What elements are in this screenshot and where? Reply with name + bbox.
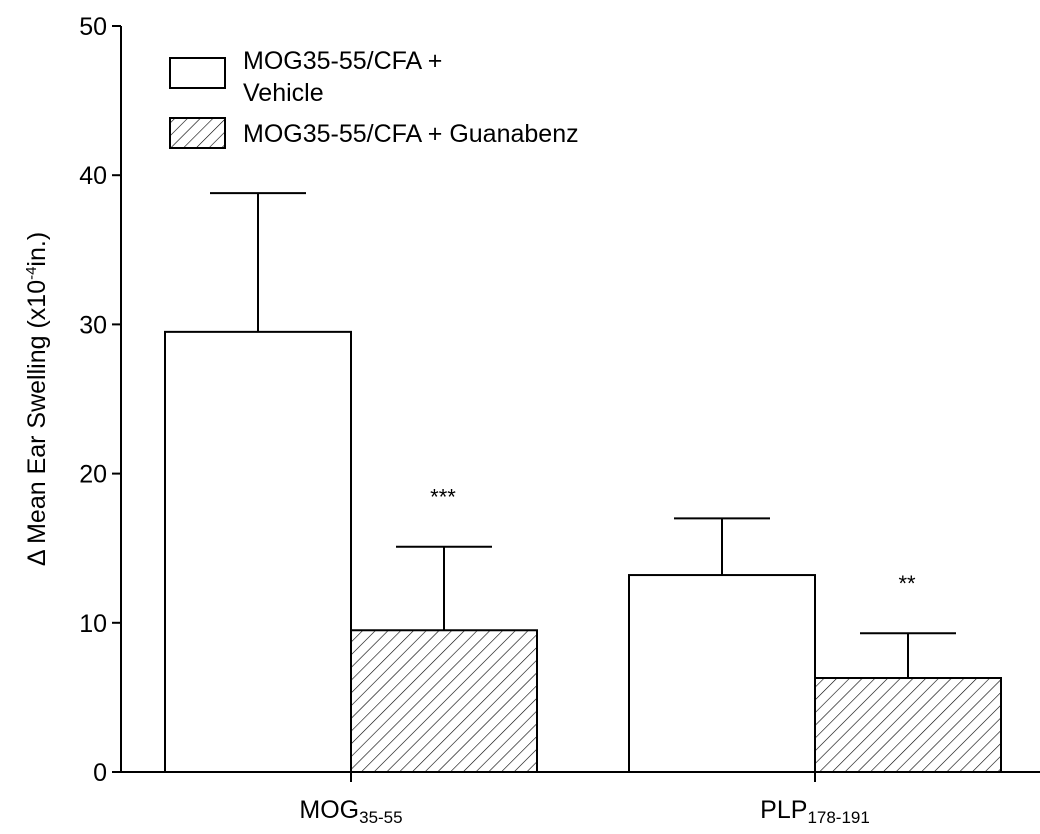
y-tick-label: 40 <box>79 162 107 190</box>
x-tick-label: MOG35-55 <box>299 796 402 827</box>
y-tick-label: 10 <box>79 610 107 638</box>
legend-label: MOG35-55/CFA + <box>243 47 442 75</box>
bar <box>628 574 816 774</box>
bar <box>164 330 352 773</box>
legend: MOG35-55/CFA + Vehicle MOG35-55/CFA + Guan… <box>169 47 579 149</box>
bar <box>350 629 538 774</box>
labels: ***** <box>430 485 916 597</box>
significance-label: *** <box>430 485 456 510</box>
y-tick-label: 0 <box>93 759 107 787</box>
error-bars <box>210 192 956 679</box>
bar <box>814 677 1002 774</box>
legend-label: Vehicle <box>243 79 324 107</box>
y-tick-label: 30 <box>79 311 107 339</box>
legend-label: MOG35-55/CFA + Guanabenz <box>243 120 579 148</box>
y-axis-label: Δ Mean Ear Swelling (x10-4in.) <box>23 232 51 566</box>
y-tick-label: 20 <box>79 461 107 489</box>
legend-swatch <box>169 57 226 89</box>
bars <box>164 330 1002 774</box>
significance-label: ** <box>898 571 916 596</box>
x-tick-label: PLP178-191 <box>760 796 870 827</box>
axes: 0 10 20 30 40 50 Δ Mean Ear Swelling (x10-4in.… <box>23 13 1040 827</box>
legend-swatch <box>169 117 226 149</box>
y-tick-label: 50 <box>79 13 107 41</box>
